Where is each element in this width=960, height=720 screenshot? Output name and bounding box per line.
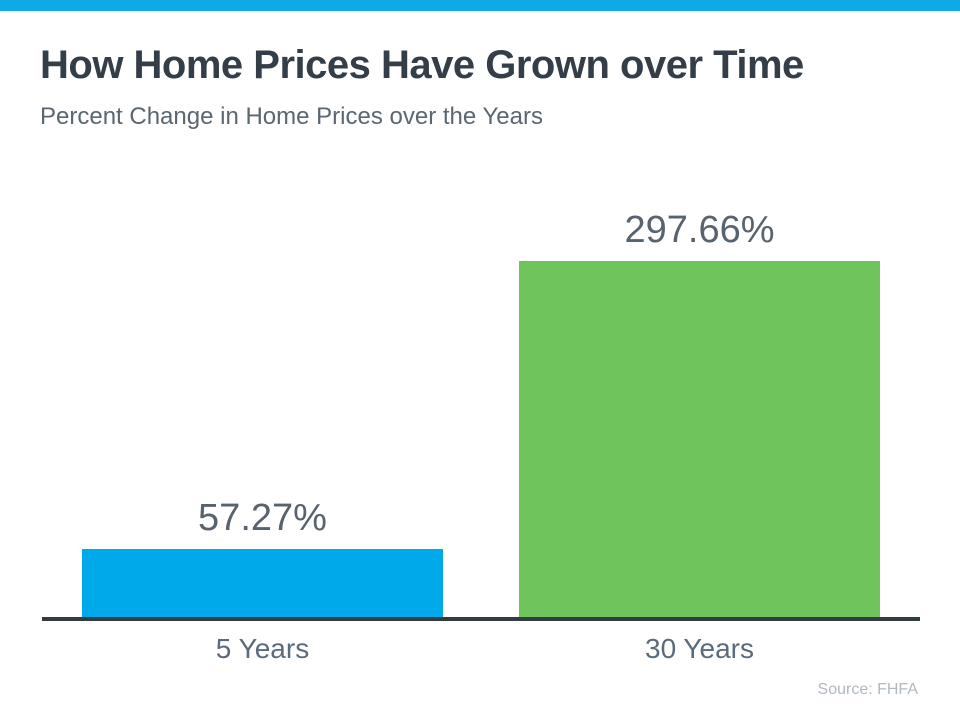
x-axis-category-label: 30 Years [645, 633, 754, 664]
source-note: Source: FHFA [817, 681, 918, 698]
x-axis-line [42, 617, 920, 621]
bar-30-years [519, 261, 880, 617]
x-axis-category-label: 5 Years [215, 633, 310, 664]
chart-subtitle: Percent Change in Home Prices over the Y… [40, 103, 543, 130]
bar-5-years [82, 549, 443, 617]
bar-value-label: 297.66% [624, 209, 775, 251]
bar-value-label: 57.27% [198, 497, 327, 539]
chart-title: How Home Prices Have Grown over Time [40, 43, 804, 87]
top-accent-bar [0, 0, 960, 11]
